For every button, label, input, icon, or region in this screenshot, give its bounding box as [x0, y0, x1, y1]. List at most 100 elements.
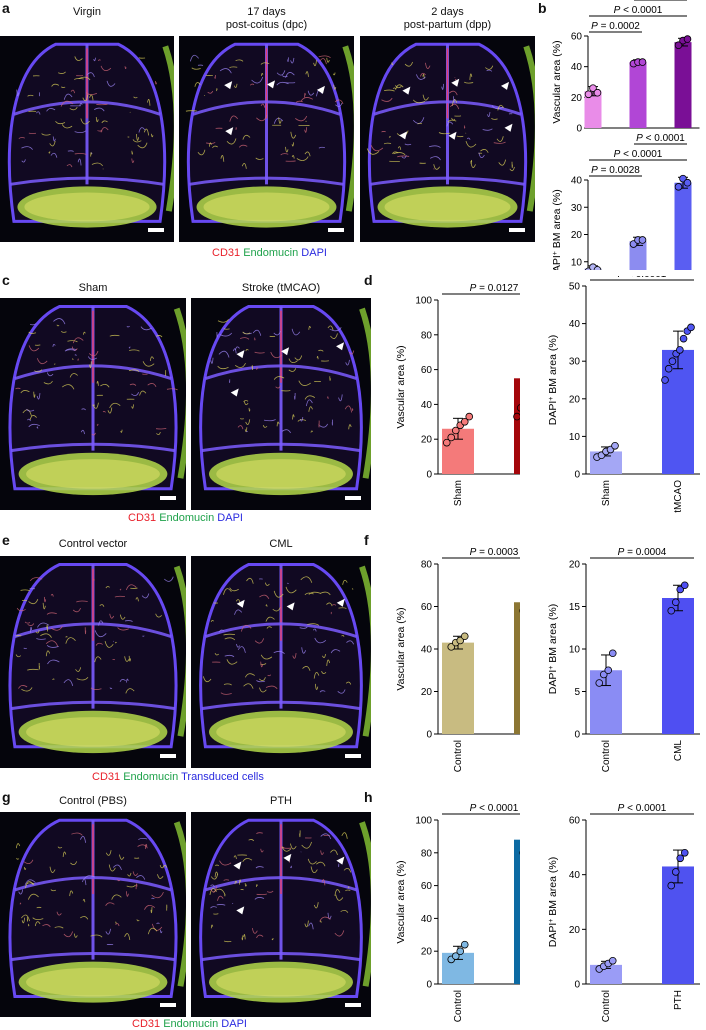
micrograph-image: [366, 42, 535, 232]
micrograph-image: [185, 42, 354, 232]
arrowhead-marker: [224, 81, 233, 90]
p-value-label: P < 0.0001: [618, 803, 667, 814]
y-tick-label: 40: [571, 62, 583, 73]
y-axis-label: Vascular area (%): [395, 345, 407, 428]
panel-label-f: f: [364, 532, 369, 548]
data-point: [593, 266, 602, 270]
p-value-label: P < 0.0001: [614, 149, 663, 160]
micrograph-2dpp: [360, 36, 535, 242]
micrograph-image: [7, 42, 174, 232]
data-point: [595, 679, 604, 687]
y-axis-label: DAPI+ BM area (%): [547, 335, 559, 425]
y-tick-label: 20: [569, 560, 581, 571]
bar: [629, 62, 647, 128]
panel-label-h: h: [364, 789, 373, 805]
bar: [514, 602, 520, 734]
data-point: [460, 940, 469, 949]
y-tick-label: 30: [571, 203, 583, 214]
data-point: [638, 58, 647, 66]
panel-label-d: d: [364, 272, 373, 288]
data-point: [674, 41, 683, 49]
y-tick-label: 15: [569, 602, 581, 613]
x-tick-label: Control: [453, 740, 464, 772]
micrograph-image: [8, 304, 186, 500]
bar: [514, 839, 520, 984]
y-tick-label: 20: [421, 435, 433, 446]
data-point: [584, 90, 593, 99]
p-value-label: P < 0.0001: [618, 276, 667, 280]
arrowhead-marker: [504, 123, 513, 132]
arrowhead-marker: [402, 86, 411, 95]
y-tick-label: 20: [569, 925, 581, 936]
panel-label-e: e: [2, 532, 10, 548]
micrograph-cml: [191, 556, 371, 768]
y-tick-label: 40: [571, 176, 583, 187]
y-axis-label: Vascular area (%): [395, 860, 407, 943]
data-point: [442, 438, 451, 447]
data-point: [664, 364, 673, 373]
p-value-label: P = 0.0002: [591, 21, 640, 32]
y-tick-label: 20: [569, 394, 581, 405]
data-point: [451, 426, 460, 435]
y-tick-label: 50: [569, 282, 581, 293]
micrograph-17dpc: [179, 36, 354, 242]
legend-cd31: CD31: [132, 1018, 161, 1030]
data-point: [687, 323, 695, 332]
micrograph-virgin: [0, 36, 174, 242]
x-tick-label: Control: [601, 990, 612, 1022]
chart-d-dapi-bm-area: 0 10 20 30 40 50 DAPI+ BM area (%) Sham tMCAO P <…: [547, 276, 700, 513]
arrowhead-marker: [501, 81, 510, 90]
y-tick-label: 60: [421, 881, 433, 892]
y-tick-label: 30: [569, 357, 581, 368]
arrowhead-marker: [448, 131, 457, 140]
arrowhead-marker: [236, 906, 245, 915]
data-point: [604, 666, 613, 675]
data-point: [667, 606, 676, 615]
legend-dapi: DAPI: [301, 247, 327, 259]
data-point: [589, 84, 597, 92]
y-tick-label: 0: [426, 470, 432, 481]
stain-legend-c: CD31 Endomucin DAPI: [128, 512, 243, 524]
arrowhead-marker: [230, 388, 239, 397]
y-tick-label: 0: [576, 124, 582, 135]
x-tick-label: tMCAO: [673, 480, 684, 513]
bar: [442, 642, 474, 734]
y-tick-label: 40: [569, 870, 581, 881]
y-tick-label: 100: [415, 816, 432, 827]
p-value-label: P = 0.0004: [618, 547, 667, 558]
y-axis-label: Vascular area (%): [551, 40, 563, 123]
y-tick-label: 40: [421, 914, 433, 925]
panel-label-c: c: [2, 272, 10, 288]
y-tick-label: 0: [574, 470, 580, 481]
y-tick-label: 60: [569, 816, 581, 827]
micrograph-image: [199, 818, 371, 1007]
data-point: [460, 632, 469, 641]
y-tick-label: 20: [421, 687, 433, 698]
image-title-17dpc: 17 days post-coitus (dpc): [225, 6, 308, 31]
micrograph-image: [8, 818, 186, 1007]
micrograph-stroke: [191, 298, 371, 510]
data-point: [513, 412, 520, 421]
x-tick-label: PTH: [673, 990, 684, 1010]
data-point: [460, 418, 469, 426]
p-value-label: P < 0.0001: [470, 803, 519, 814]
bar: [514, 378, 520, 474]
x-tick-label: Sham: [601, 480, 612, 506]
legend-cd31: CD31: [92, 771, 121, 783]
arrowhead-marker: [451, 78, 460, 87]
arrowhead-marker: [281, 347, 290, 356]
data-point: [451, 952, 460, 960]
p-value-label: P = 0.0003: [470, 547, 519, 558]
stain-legend-g: CD31 Endomucin DAPI: [132, 1018, 247, 1030]
y-tick-label: 5: [574, 687, 580, 698]
image-title-sham: Sham: [78, 282, 108, 294]
image-title-control-pbs: Control (PBS): [59, 795, 127, 807]
data-point: [638, 236, 647, 244]
micrograph-pth: [191, 812, 371, 1017]
data-point: [679, 334, 688, 343]
y-tick-label: 0: [574, 730, 580, 741]
legend-endomucin: Endomucin: [159, 512, 215, 524]
y-tick-label: 40: [421, 645, 433, 656]
data-point: [667, 881, 676, 890]
legend-dapi: DAPI: [217, 512, 243, 524]
